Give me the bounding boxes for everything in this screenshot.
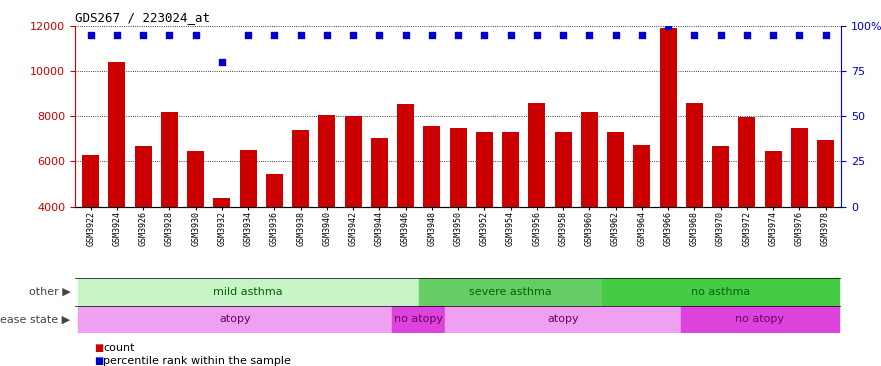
Bar <box>344 116 362 297</box>
Point <box>635 32 649 38</box>
Bar <box>633 145 650 297</box>
Bar <box>502 132 519 297</box>
Point <box>320 32 334 38</box>
Bar <box>393 306 445 333</box>
Bar <box>213 198 231 297</box>
Bar <box>765 151 781 297</box>
Point <box>451 32 465 38</box>
Point <box>84 32 98 38</box>
Point <box>687 32 701 38</box>
Point <box>373 32 387 38</box>
Point <box>189 32 203 38</box>
Bar <box>318 115 336 297</box>
Bar <box>78 306 393 333</box>
Bar <box>449 127 467 297</box>
Point <box>792 32 806 38</box>
Point <box>818 32 833 38</box>
Bar <box>418 278 603 306</box>
Bar <box>397 104 414 297</box>
Point <box>478 32 492 38</box>
Point <box>267 32 281 38</box>
Point <box>398 32 412 38</box>
Bar <box>445 306 681 333</box>
Text: other ▶: other ▶ <box>29 287 70 297</box>
Bar <box>685 102 703 297</box>
Bar <box>817 140 834 297</box>
Bar <box>78 278 418 306</box>
Point <box>346 32 360 38</box>
Text: GDS267 / 223024_at: GDS267 / 223024_at <box>75 11 210 25</box>
Bar <box>712 146 729 297</box>
Point <box>162 32 176 38</box>
Point <box>609 32 623 38</box>
Bar <box>108 62 125 297</box>
Bar <box>738 117 755 297</box>
Text: count: count <box>103 343 135 353</box>
Point <box>425 32 439 38</box>
Bar <box>603 278 839 306</box>
Bar <box>135 146 152 297</box>
Bar <box>476 132 492 297</box>
Bar <box>82 155 100 297</box>
Point <box>556 32 570 38</box>
Point <box>740 32 754 38</box>
Bar <box>240 150 256 297</box>
Bar <box>681 306 839 333</box>
Text: no atopy: no atopy <box>394 314 443 324</box>
Point <box>661 23 675 29</box>
Text: atopy: atopy <box>547 314 579 324</box>
Bar <box>529 102 545 297</box>
Bar <box>161 112 178 297</box>
Bar <box>554 132 572 297</box>
Point <box>241 32 255 38</box>
Bar <box>292 130 309 297</box>
Bar <box>266 174 283 297</box>
Text: percentile rank within the sample: percentile rank within the sample <box>103 355 291 366</box>
Text: disease state ▶: disease state ▶ <box>0 314 70 324</box>
Point <box>766 32 781 38</box>
Point <box>293 32 307 38</box>
Text: ■: ■ <box>94 343 103 353</box>
Bar <box>424 126 440 297</box>
Text: ■: ■ <box>94 355 103 366</box>
Point <box>714 32 728 38</box>
Text: no atopy: no atopy <box>736 314 784 324</box>
Point <box>215 59 229 65</box>
Text: severe asthma: severe asthma <box>470 287 552 297</box>
Point <box>504 32 518 38</box>
Text: mild asthma: mild asthma <box>213 287 283 297</box>
Point <box>529 32 544 38</box>
Bar <box>371 138 388 297</box>
Bar <box>607 132 624 297</box>
Bar <box>187 151 204 297</box>
Point <box>582 32 596 38</box>
Point <box>136 32 150 38</box>
Text: no asthma: no asthma <box>691 287 751 297</box>
Point <box>110 32 124 38</box>
Text: atopy: atopy <box>219 314 251 324</box>
Bar <box>581 112 598 297</box>
Bar <box>660 28 677 297</box>
Bar <box>791 127 808 297</box>
